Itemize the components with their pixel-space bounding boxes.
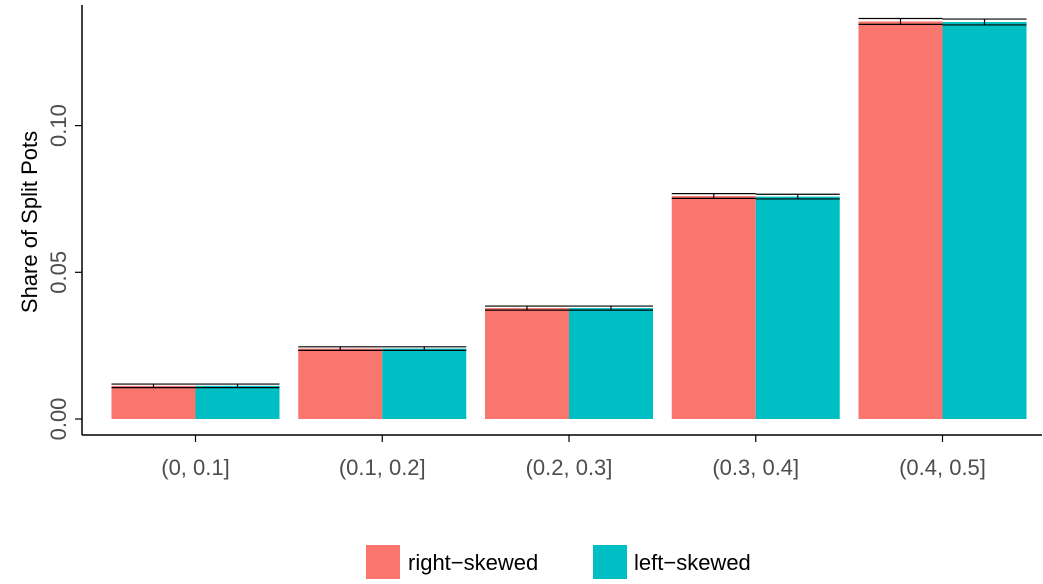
x-tick-label: (0.4, 0.5]	[899, 455, 986, 480]
bar-right-skewed-1	[111, 385, 196, 419]
x-tick-label: (0.3, 0.4]	[712, 455, 799, 480]
bar-left-skewed-1	[195, 385, 280, 419]
bar-left-skewed-2	[382, 348, 467, 419]
y-ticks: 0.00 0.05 0.10	[46, 104, 82, 440]
errorbar-left-skewed-5	[942, 18, 1027, 26]
y-axis-title: Share of Split Pots	[17, 131, 42, 313]
legend-key-left-skewed	[593, 545, 627, 579]
bar-left-skewed-3	[569, 308, 653, 419]
errorbar-right-skewed-1	[111, 383, 196, 389]
errorbar-right-skewed-4	[671, 193, 756, 199]
errorbar-right-skewed-3	[485, 305, 569, 311]
x-ticks: (0, 0.1] (0.1, 0.2] (0.2, 0.3] (0.3, 0.4] (0…	[161, 435, 986, 480]
legend-item-right-skewed: right−skewed	[366, 545, 538, 579]
y-tick-label: 0.10	[46, 104, 71, 147]
errorbar-right-skewed-2	[298, 346, 383, 351]
errorbar-left-skewed-3	[569, 305, 653, 311]
errorbar-left-skewed-1	[195, 383, 280, 389]
legend-item-left-skewed: left−skewed	[593, 545, 751, 579]
bars-layer	[111, 21, 1027, 420]
y-tick-label: 0.00	[46, 398, 71, 441]
errorbars-layer	[111, 17, 1027, 389]
legend-label-left-skewed: left−skewed	[634, 550, 751, 575]
bar-left-skewed-4	[755, 196, 840, 419]
bar-right-skewed-4	[671, 196, 756, 419]
bar-right-skewed-2	[298, 348, 383, 419]
legend-label-right-skewed: right−skewed	[408, 550, 538, 575]
bar-left-skewed-5	[942, 22, 1027, 420]
y-tick-label: 0.05	[46, 251, 71, 294]
x-tick-label: (0, 0.1]	[161, 455, 229, 480]
legend: right−skewed left−skewed	[366, 545, 751, 579]
x-tick-label: (0.2, 0.3]	[526, 455, 613, 480]
errorbar-left-skewed-4	[755, 193, 840, 200]
x-tick-label: (0.1, 0.2]	[339, 455, 426, 480]
bar-right-skewed-5	[858, 21, 943, 420]
bar-right-skewed-3	[485, 308, 569, 419]
errorbar-left-skewed-2	[382, 346, 467, 351]
legend-key-right-skewed	[366, 545, 400, 579]
errorbar-right-skewed-5	[858, 17, 943, 25]
